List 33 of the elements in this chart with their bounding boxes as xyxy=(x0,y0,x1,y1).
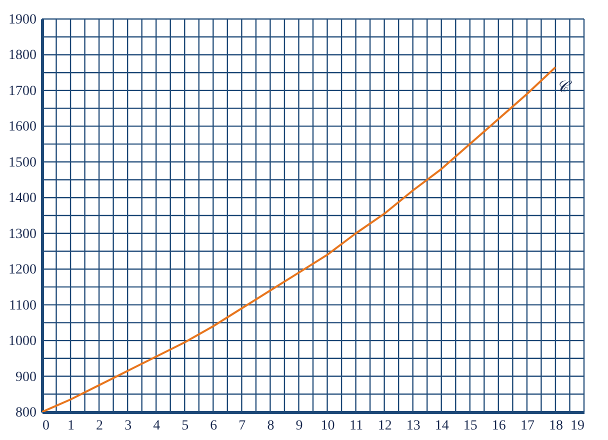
x-tick-label: 11 xyxy=(350,418,364,434)
y-tick-label: 1300 xyxy=(8,226,36,242)
x-tick-label: 6 xyxy=(210,418,218,434)
x-tick-label: 10 xyxy=(320,418,335,434)
y-tick-label: 1100 xyxy=(9,298,36,314)
x-tick-label: 2 xyxy=(96,418,104,434)
x-tick-label: 12 xyxy=(378,418,392,434)
x-tick-label: 0 xyxy=(42,418,50,434)
y-tick-label: 1000 xyxy=(8,334,36,350)
line-series xyxy=(42,66,556,412)
y-tick-label: 1200 xyxy=(8,262,36,278)
x-tick-label: 5 xyxy=(182,418,189,434)
y-tick-label: 1500 xyxy=(8,155,36,170)
y-tick-label: 1900 xyxy=(8,12,36,28)
x-tick-label: 18 xyxy=(548,418,563,434)
x-tick-label: 4 xyxy=(153,418,160,434)
x-tick-label: 7 xyxy=(238,418,246,434)
y-tick-label: 800 xyxy=(16,406,36,420)
x-tick-label: 3 xyxy=(124,418,132,434)
x-tick-label: 8 xyxy=(267,418,274,434)
x-tick-label: 17 xyxy=(520,418,534,434)
x-tick-label: 13 xyxy=(406,418,420,434)
x-tick-label: 14 xyxy=(434,418,449,434)
x-tick-label: 9 xyxy=(296,418,303,434)
y-tick-label: 1400 xyxy=(8,191,36,206)
y-tick-label: 900 xyxy=(16,370,36,385)
x-tick-label: 16 xyxy=(492,418,506,434)
y-tick-label: 1700 xyxy=(8,84,36,99)
x-tick-label: 19 xyxy=(570,418,584,434)
x-tick-label: 15 xyxy=(463,418,478,434)
y-tick-label: 1600 xyxy=(8,120,36,135)
x-tick-label: 1 xyxy=(68,418,75,434)
y-tick-label: 1800 xyxy=(8,48,36,64)
